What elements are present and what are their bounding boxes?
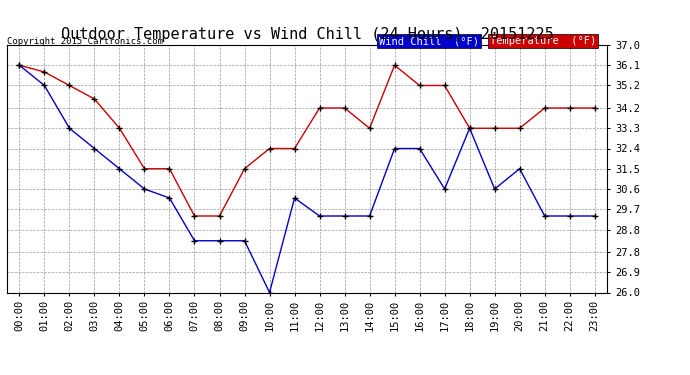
Text: Temperature  (°F): Temperature (°F) — [490, 36, 596, 46]
Title: Outdoor Temperature vs Wind Chill (24 Hours)  20151225: Outdoor Temperature vs Wind Chill (24 Ho… — [61, 27, 553, 42]
Text: Copyright 2015 Cartronics.com: Copyright 2015 Cartronics.com — [7, 37, 163, 46]
Text: Wind Chill  (°F): Wind Chill (°F) — [379, 36, 479, 46]
